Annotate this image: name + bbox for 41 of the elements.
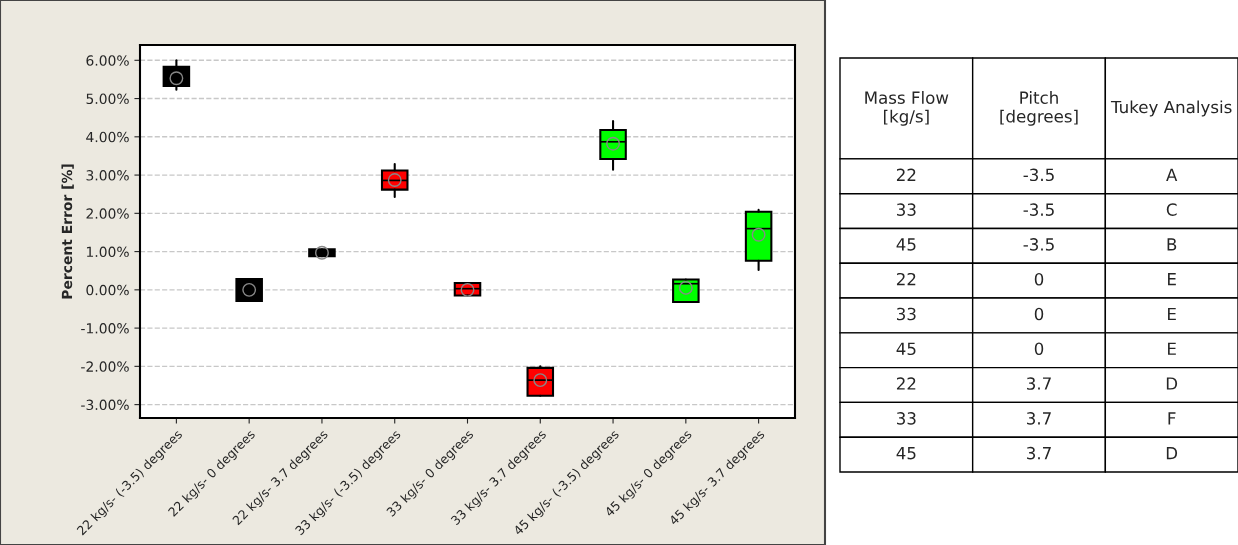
text: 3.7: [1027, 377, 1051, 390]
text: 45: [896, 238, 916, 251]
text: 33: [897, 412, 916, 425]
category-label: Tukey Analysis: [1110, 100, 1232, 117]
y-tick-label: 0.00%: [86, 284, 129, 296]
text: D: [1166, 447, 1178, 460]
text: 33: [897, 203, 916, 216]
text: -3.5: [1023, 203, 1054, 216]
text: E: [1168, 273, 1176, 286]
text: F: [1168, 412, 1176, 425]
text: B: [1167, 238, 1177, 251]
y-tick-label: 6.00%: [86, 55, 129, 66]
y-tick-label: 1.00%: [86, 246, 129, 258]
y-tick-label: 2.00%: [86, 208, 129, 219]
text: 22: [896, 272, 916, 286]
text: 0: [1034, 272, 1044, 286]
text: E: [1168, 342, 1176, 355]
y-tick-label: 4.00%: [86, 131, 129, 143]
text: 3.7: [1027, 446, 1051, 460]
y-tick-label: 5.00%: [86, 93, 129, 105]
text: 45: [896, 342, 916, 356]
text: A: [1166, 168, 1178, 181]
text: 22: [896, 168, 916, 181]
y-tick-label: -1.00%: [81, 323, 129, 334]
text: 3.7: [1027, 412, 1051, 425]
text: 33: [897, 307, 916, 321]
y-tick-label: -3.00%: [81, 399, 129, 411]
category-label: Mass Flow [kg/s]: [865, 91, 949, 126]
text: 45: [896, 447, 916, 460]
text: 0: [1034, 307, 1044, 321]
text: 22: [896, 377, 916, 390]
category-label: Pitch [degrees]: [1000, 91, 1078, 126]
text: E: [1168, 307, 1176, 321]
y-tick-label: 3.00%: [86, 170, 129, 181]
text: 0: [1034, 342, 1044, 356]
text: C: [1166, 203, 1177, 216]
text: -3.5: [1023, 238, 1054, 251]
y-axis-title: Percent Error [%]: [61, 164, 74, 299]
text: D: [1166, 377, 1178, 390]
y-tick-label: -2.00%: [81, 361, 129, 372]
text: -3.5: [1023, 168, 1054, 182]
